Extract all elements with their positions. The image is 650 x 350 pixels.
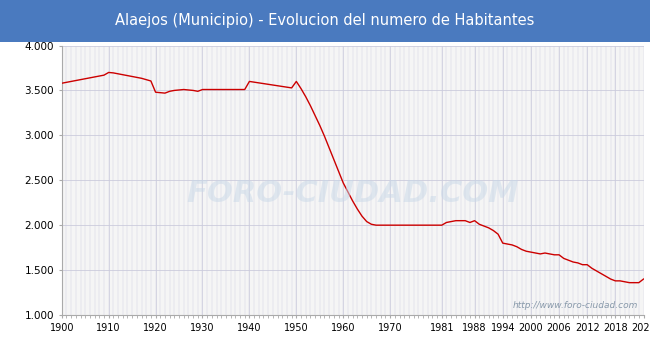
Text: http://www.foro-ciudad.com: http://www.foro-ciudad.com — [512, 301, 638, 310]
Text: Alaejos (Municipio) - Evolucion del numero de Habitantes: Alaejos (Municipio) - Evolucion del nume… — [115, 14, 535, 28]
Text: FORO-CIUDAD.COM: FORO-CIUDAD.COM — [187, 179, 519, 208]
